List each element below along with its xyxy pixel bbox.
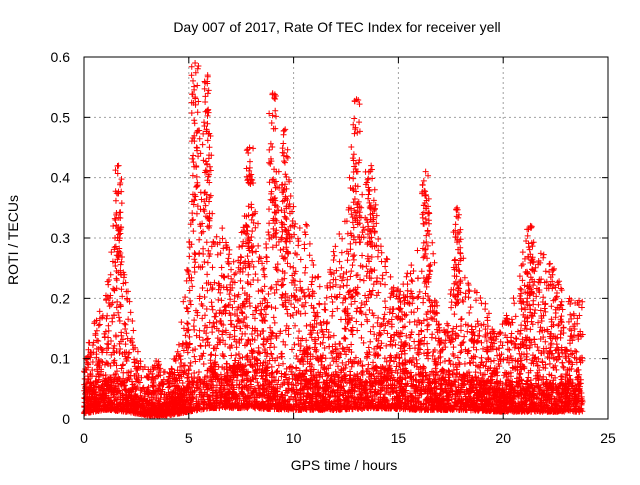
- chart-container: 051015202500.10.20.30.40.50.6 Day 007 of…: [0, 0, 640, 480]
- roti-scatter-chart: 051015202500.10.20.30.40.50.6 Day 007 of…: [0, 0, 640, 480]
